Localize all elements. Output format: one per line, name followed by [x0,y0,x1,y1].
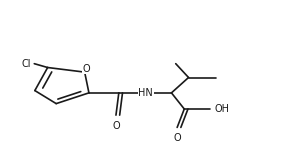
Text: O: O [112,121,120,131]
Text: OH: OH [214,104,229,114]
Text: O: O [83,64,90,74]
Text: HN: HN [138,88,153,98]
Text: O: O [173,133,181,143]
Text: Cl: Cl [21,59,31,69]
